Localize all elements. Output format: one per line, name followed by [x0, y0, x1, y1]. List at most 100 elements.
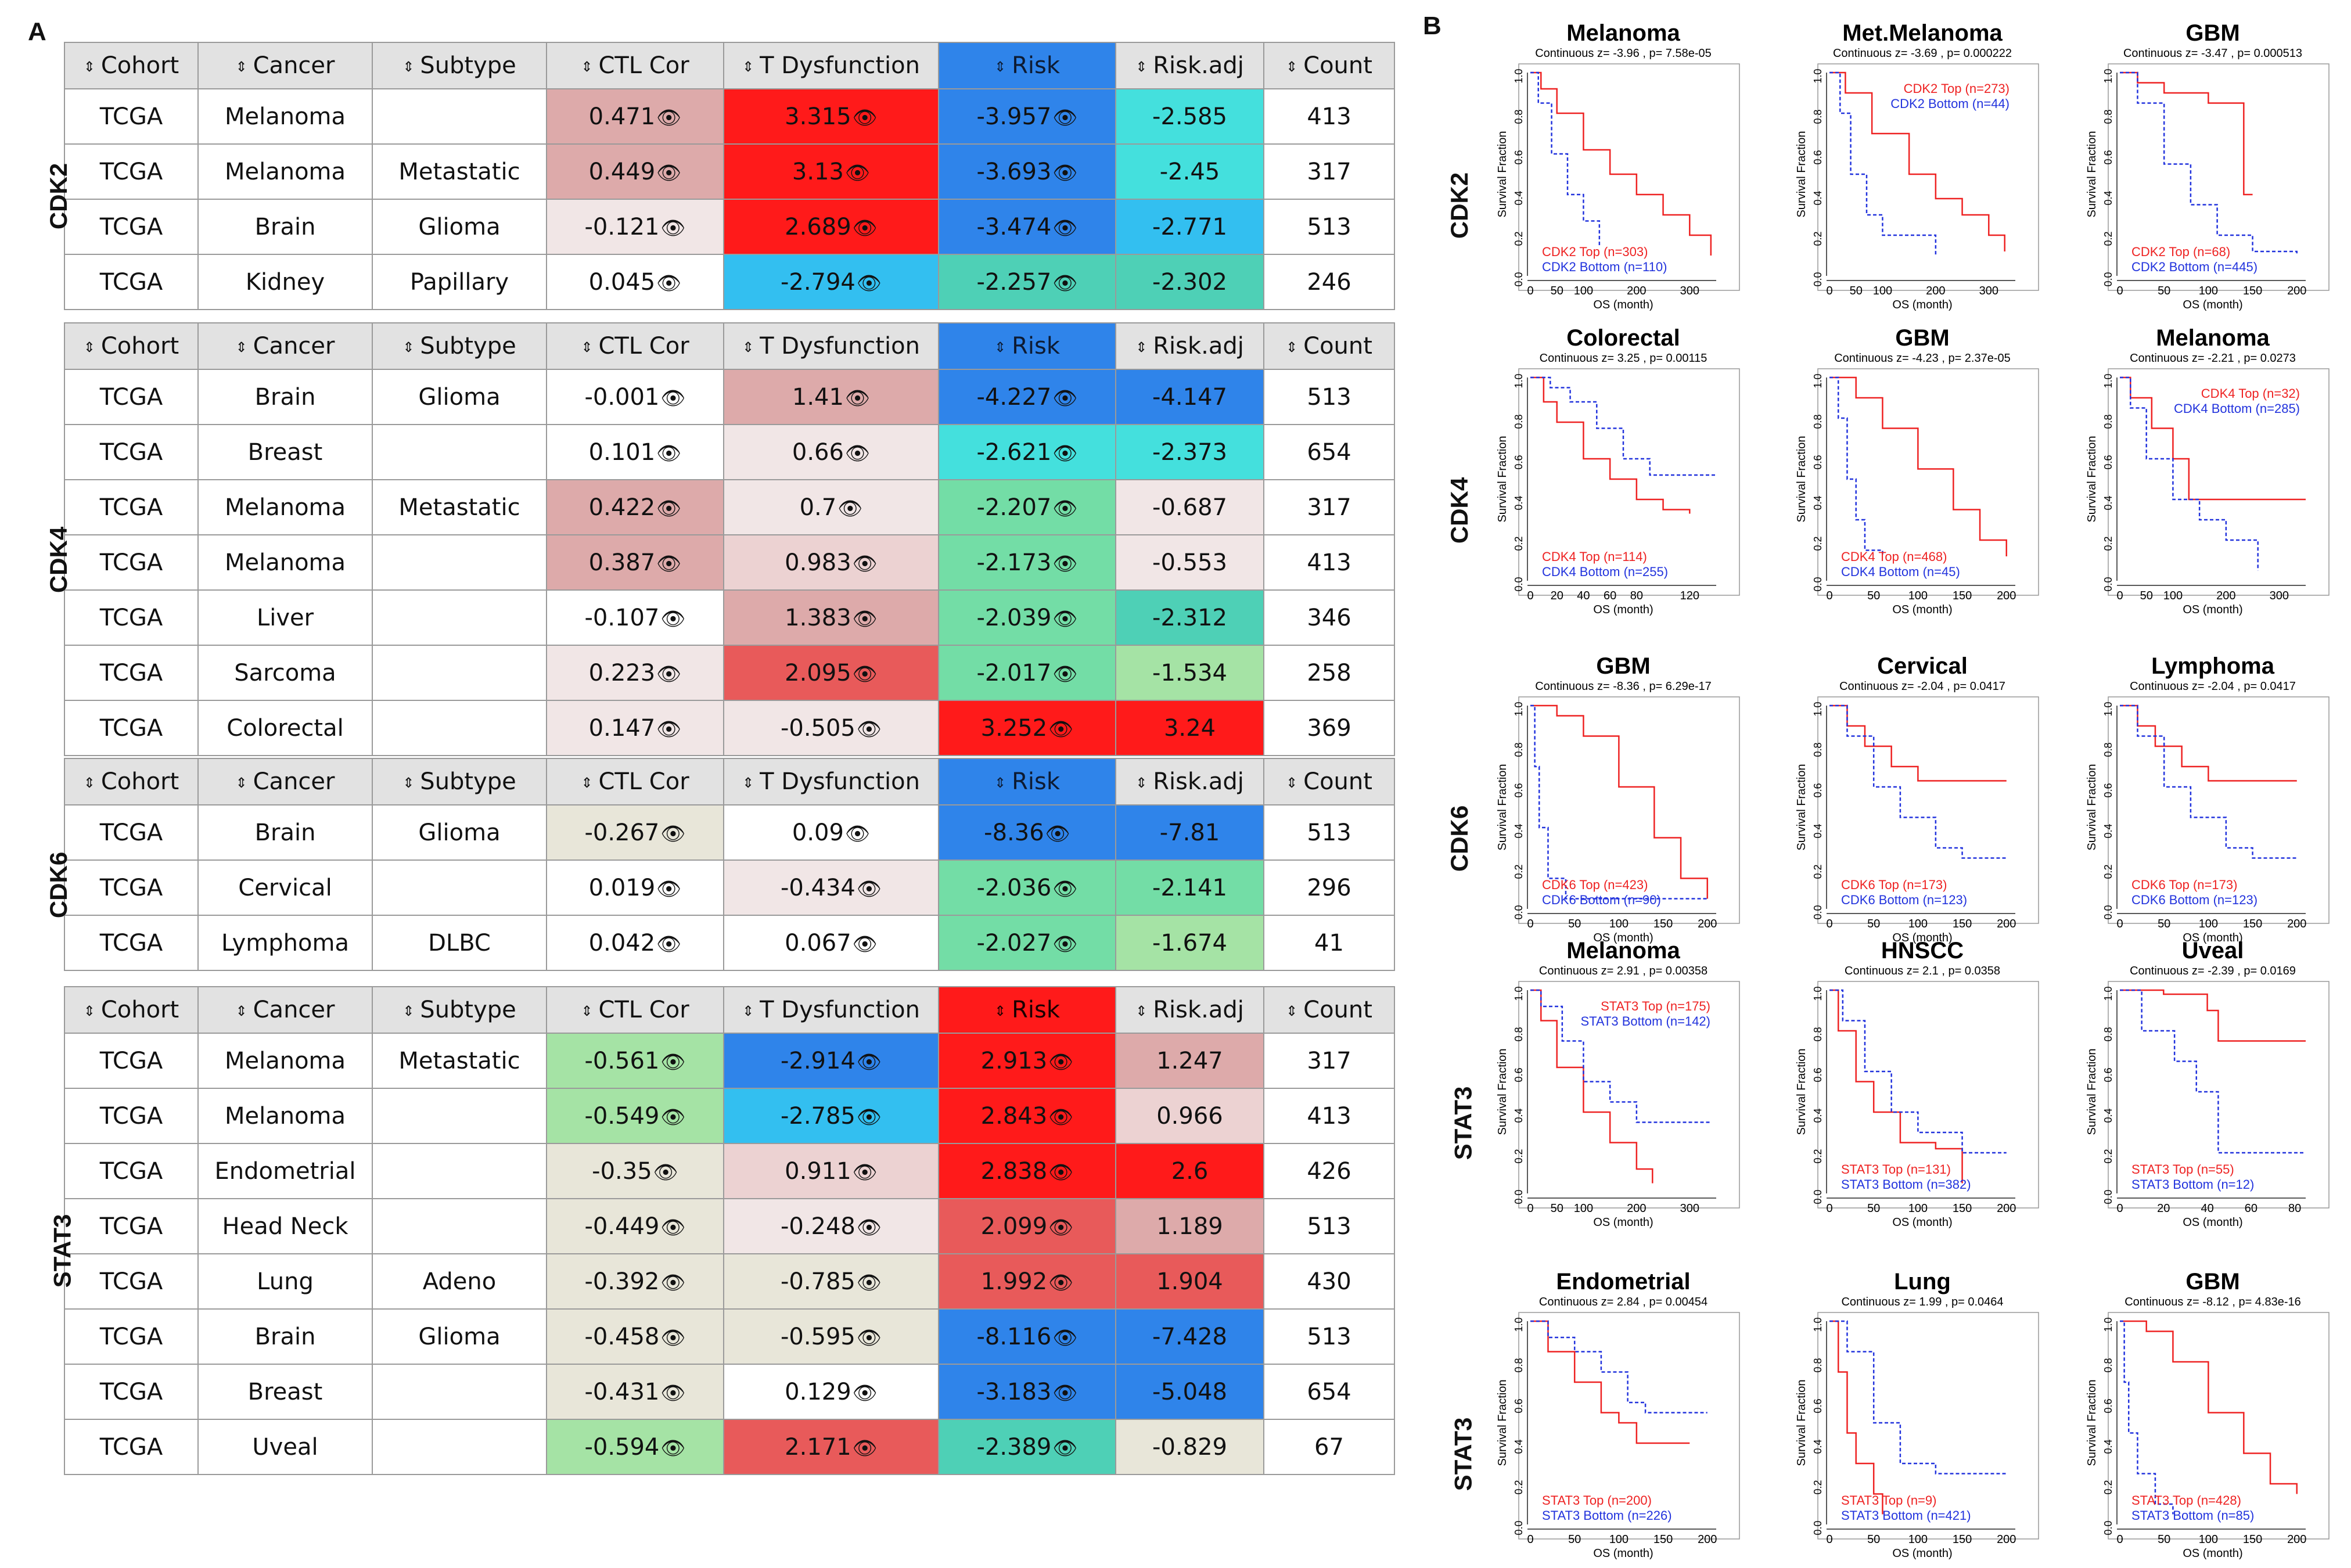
column-header-count[interactable]: ⇕ Count — [1263, 758, 1395, 805]
column-header-count[interactable]: ⇕ Count — [1263, 986, 1395, 1034]
risk-cell[interactable]: -3.474👁 — [938, 199, 1116, 255]
column-header-subtype[interactable]: ⇕ Subtype — [372, 322, 547, 370]
sort-icon[interactable]: ⇕ — [994, 1003, 1006, 1019]
eye-icon[interactable]: 👁 — [656, 106, 682, 130]
eye-icon[interactable]: 👁 — [1052, 106, 1078, 130]
sort-icon[interactable]: ⇕ — [1135, 775, 1148, 791]
sort-icon[interactable]: ⇕ — [402, 339, 415, 355]
sort-icon[interactable]: ⇕ — [83, 1003, 95, 1019]
t-dysfunction-cell[interactable]: 1.383👁 — [723, 589, 939, 646]
risk-cell[interactable]: -4.227👁 — [938, 369, 1116, 425]
eye-icon[interactable]: 👁 — [1052, 662, 1078, 686]
ctl-cor-cell[interactable]: 0.422👁 — [546, 479, 724, 535]
risk-cell[interactable]: 2.913👁 — [938, 1033, 1116, 1089]
column-header-ctl-cor[interactable]: ⇕ CTL Cor — [546, 42, 724, 89]
eye-icon[interactable]: 👁 — [856, 1050, 882, 1074]
ctl-cor-cell[interactable]: -0.35👁 — [546, 1143, 724, 1199]
t-dysfunction-cell[interactable]: -2.794👁 — [723, 254, 939, 310]
eye-icon[interactable]: 👁 — [1052, 607, 1078, 631]
t-dysfunction-cell[interactable]: 0.983👁 — [723, 534, 939, 591]
t-dysfunction-cell[interactable]: 0.911👁 — [723, 1143, 939, 1199]
risk-cell[interactable]: 2.843👁 — [938, 1088, 1116, 1144]
eye-icon[interactable]: 👁 — [656, 877, 682, 901]
ctl-cor-cell[interactable]: -0.107👁 — [546, 589, 724, 646]
risk-cell[interactable]: -3.183👁 — [938, 1364, 1116, 1420]
eye-icon[interactable]: 👁 — [1052, 386, 1078, 410]
risk-cell[interactable]: -8.116👁 — [938, 1308, 1116, 1365]
ctl-cor-cell[interactable]: -0.392👁 — [546, 1253, 724, 1310]
eye-icon[interactable]: 👁 — [656, 497, 682, 520]
eye-icon[interactable]: 👁 — [1052, 161, 1078, 185]
ctl-cor-cell[interactable]: -0.594👁 — [546, 1419, 724, 1475]
eye-icon[interactable]: 👁 — [653, 1160, 678, 1184]
ctl-cor-cell[interactable]: 0.042👁 — [546, 915, 724, 971]
risk-cell[interactable]: 2.099👁 — [938, 1198, 1116, 1254]
ctl-cor-cell[interactable]: 0.101👁 — [546, 424, 724, 480]
sort-icon[interactable]: ⇕ — [402, 59, 415, 75]
risk-cell[interactable]: -2.039👁 — [938, 589, 1116, 646]
eye-icon[interactable]: 👁 — [852, 216, 878, 240]
column-header-risk-adj[interactable]: ⇕ Risk.adj — [1115, 322, 1264, 370]
t-dysfunction-cell[interactable]: -0.785👁 — [723, 1253, 939, 1310]
eye-icon[interactable]: 👁 — [1052, 932, 1078, 956]
risk-cell[interactable]: -2.621👁 — [938, 424, 1116, 480]
sort-icon[interactable]: ⇕ — [1135, 339, 1148, 355]
eye-icon[interactable]: 👁 — [1052, 216, 1078, 240]
ctl-cor-cell[interactable]: -0.458👁 — [546, 1308, 724, 1365]
ctl-cor-cell[interactable]: -0.449👁 — [546, 1198, 724, 1254]
eye-icon[interactable]: 👁 — [660, 607, 686, 631]
column-header-cancer[interactable]: ⇕ Cancer — [197, 986, 373, 1034]
risk-cell[interactable]: -2.389👁 — [938, 1419, 1116, 1475]
sort-icon[interactable]: ⇕ — [235, 775, 247, 791]
sort-icon[interactable]: ⇕ — [235, 1003, 247, 1019]
eye-icon[interactable]: 👁 — [1048, 1050, 1074, 1074]
eye-icon[interactable]: 👁 — [1052, 441, 1078, 465]
column-header-t-dysfunction[interactable]: ⇕ T Dysfunction — [723, 322, 939, 370]
sort-icon[interactable]: ⇕ — [235, 59, 247, 75]
ctl-cor-cell[interactable]: -0.267👁 — [546, 804, 724, 861]
column-header-cohort[interactable]: ⇕ Cohort — [64, 758, 199, 805]
sort-icon[interactable]: ⇕ — [994, 339, 1006, 355]
eye-icon[interactable]: 👁 — [660, 216, 686, 240]
sort-icon[interactable]: ⇕ — [1286, 1003, 1298, 1019]
eye-icon[interactable]: 👁 — [837, 497, 863, 520]
eye-icon[interactable]: 👁 — [1048, 1160, 1074, 1184]
eye-icon[interactable]: 👁 — [656, 662, 682, 686]
t-dysfunction-cell[interactable]: 3.13👁 — [723, 143, 939, 200]
t-dysfunction-cell[interactable]: -0.505👁 — [723, 700, 939, 756]
eye-icon[interactable]: 👁 — [852, 1160, 878, 1184]
t-dysfunction-cell[interactable]: 0.129👁 — [723, 1364, 939, 1420]
eye-icon[interactable]: 👁 — [1048, 1215, 1074, 1239]
t-dysfunction-cell[interactable]: 1.41👁 — [723, 369, 939, 425]
sort-icon[interactable]: ⇕ — [402, 775, 415, 791]
column-header-t-dysfunction[interactable]: ⇕ T Dysfunction — [723, 758, 939, 805]
eye-icon[interactable]: 👁 — [852, 106, 878, 130]
risk-cell[interactable]: -3.693👁 — [938, 143, 1116, 200]
sort-icon[interactable]: ⇕ — [994, 59, 1006, 75]
eye-icon[interactable]: 👁 — [656, 271, 682, 295]
column-header-subtype[interactable]: ⇕ Subtype — [372, 42, 547, 89]
t-dysfunction-cell[interactable]: 0.7👁 — [723, 479, 939, 535]
eye-icon[interactable]: 👁 — [856, 717, 882, 741]
sort-icon[interactable]: ⇕ — [1286, 59, 1298, 75]
eye-icon[interactable]: 👁 — [852, 607, 878, 631]
sort-icon[interactable]: ⇕ — [742, 339, 754, 355]
risk-cell[interactable]: -2.207👁 — [938, 479, 1116, 535]
eye-icon[interactable]: 👁 — [656, 161, 682, 185]
eye-icon[interactable]: 👁 — [1052, 1326, 1078, 1350]
t-dysfunction-cell[interactable]: 0.09👁 — [723, 804, 939, 861]
eye-icon[interactable]: 👁 — [656, 932, 682, 956]
sort-icon[interactable]: ⇕ — [994, 775, 1006, 791]
risk-cell[interactable]: 3.252👁 — [938, 700, 1116, 756]
column-header-t-dysfunction[interactable]: ⇕ T Dysfunction — [723, 986, 939, 1034]
column-header-count[interactable]: ⇕ Count — [1263, 42, 1395, 89]
eye-icon[interactable]: 👁 — [656, 717, 682, 741]
eye-icon[interactable]: 👁 — [656, 441, 682, 465]
eye-icon[interactable]: 👁 — [660, 1271, 686, 1294]
eye-icon[interactable]: 👁 — [844, 822, 871, 846]
sort-icon[interactable]: ⇕ — [1135, 59, 1148, 75]
ctl-cor-cell[interactable]: -0.431👁 — [546, 1364, 724, 1420]
ctl-cor-cell[interactable]: 0.147👁 — [546, 700, 724, 756]
sort-icon[interactable]: ⇕ — [83, 339, 95, 355]
ctl-cor-cell[interactable]: 0.449👁 — [546, 143, 724, 200]
